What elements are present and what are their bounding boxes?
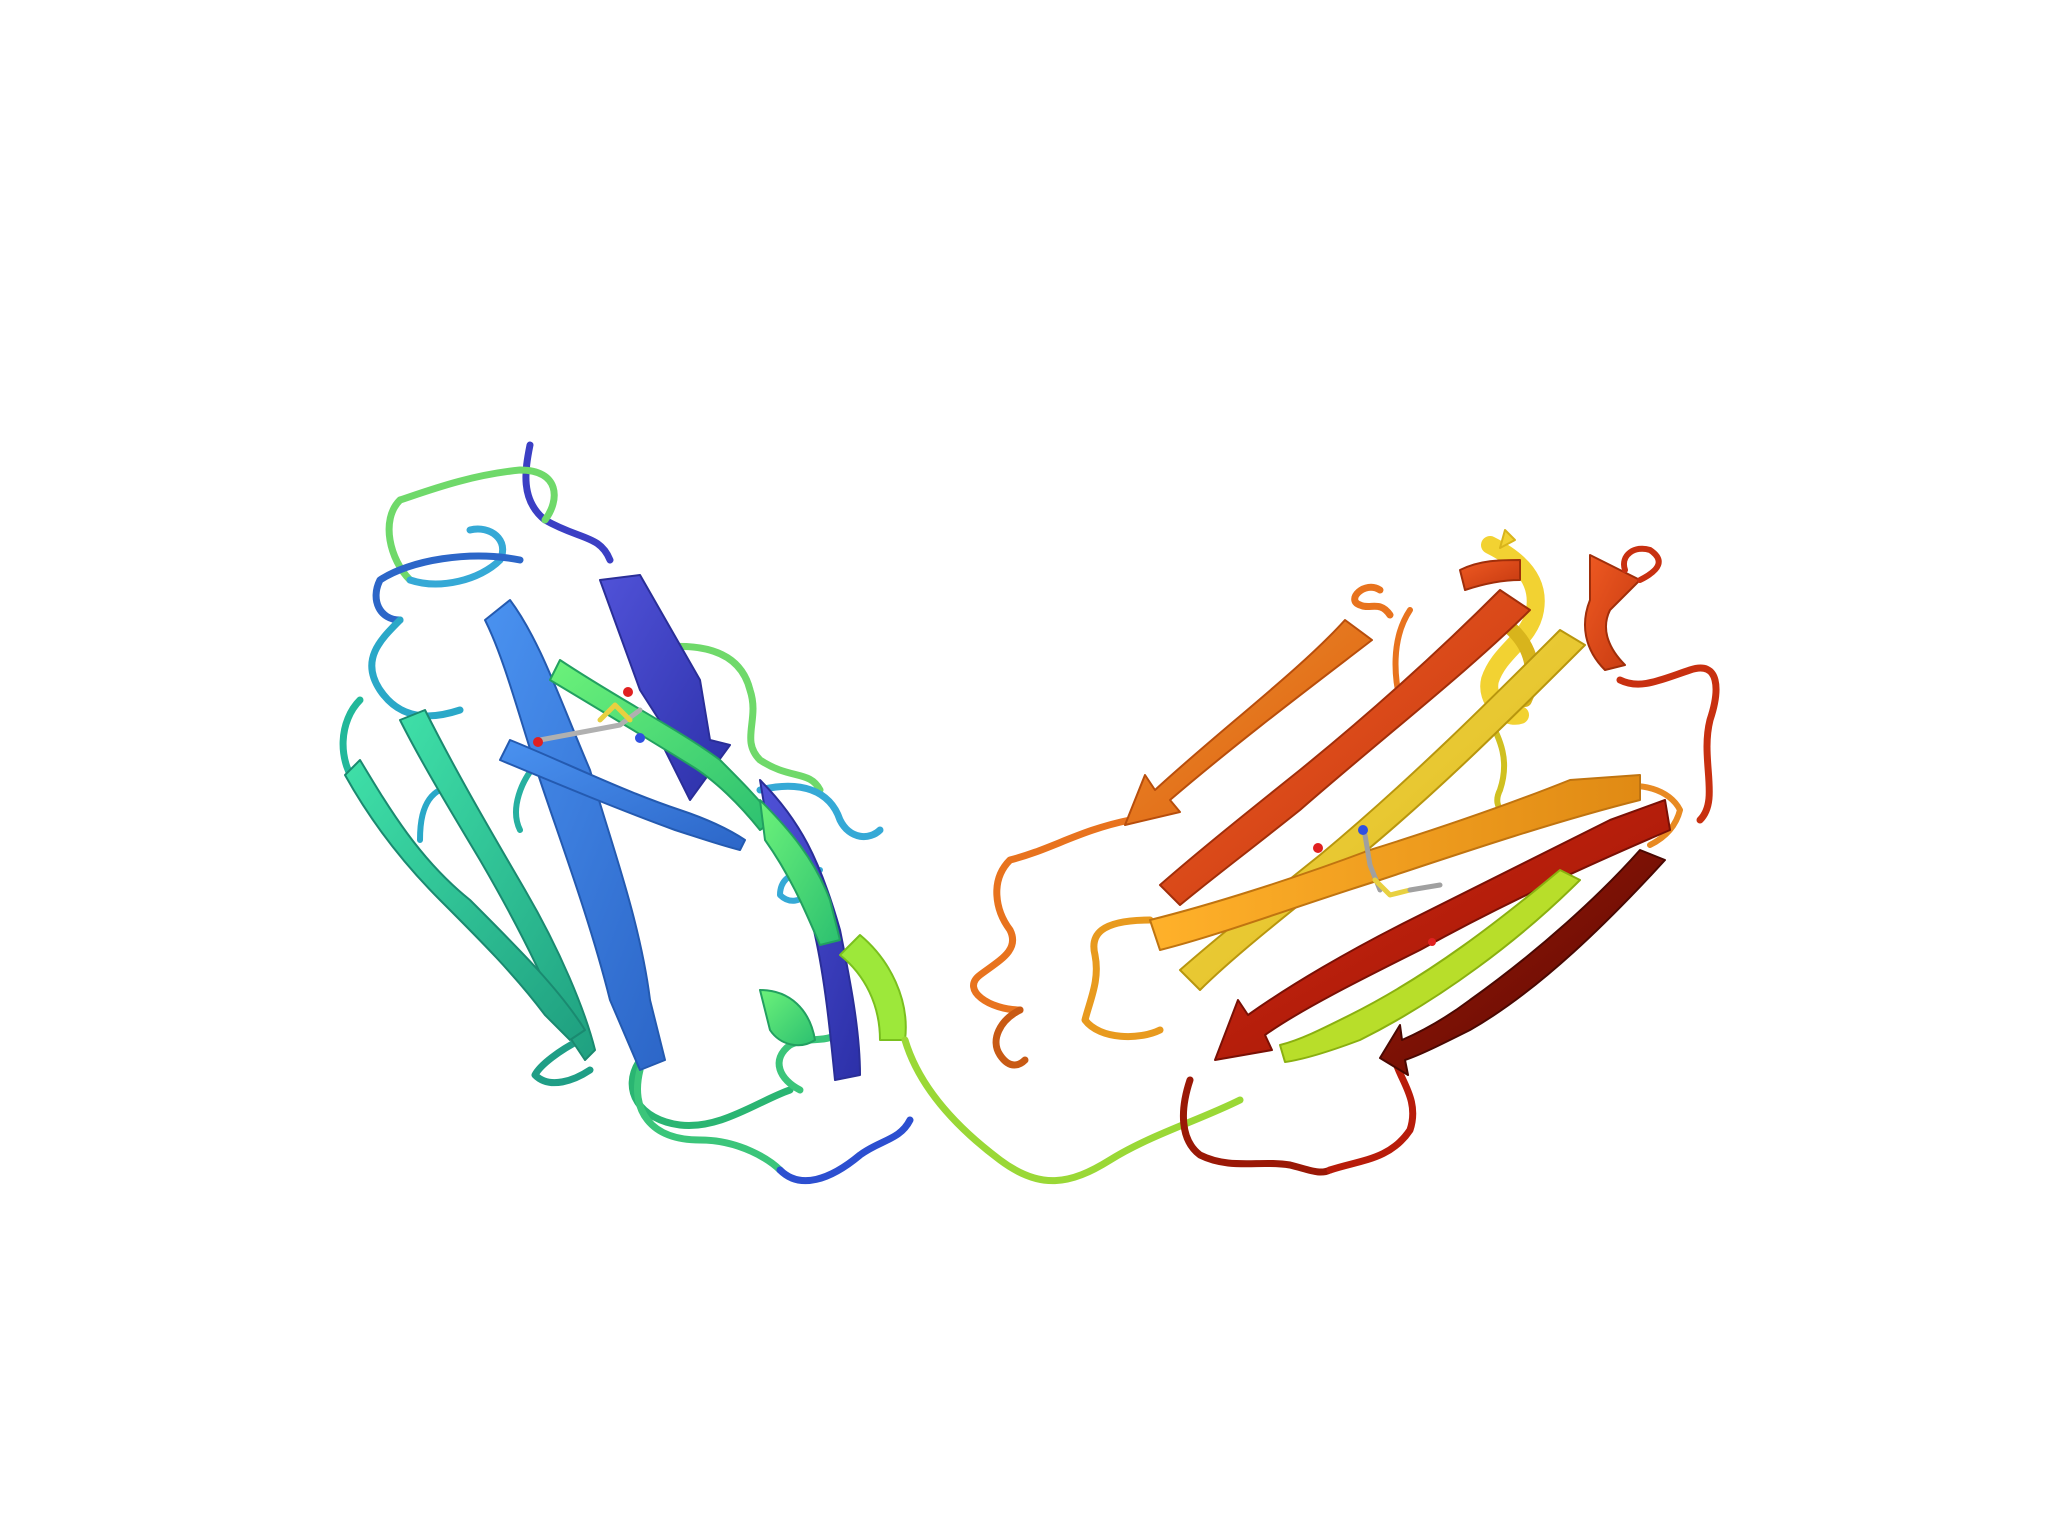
atom-oxygen [1313, 843, 1323, 853]
loop-coil [368, 616, 464, 720]
disulfide-bond [597, 702, 633, 723]
alpha-helix [1499, 529, 1516, 549]
atom-nitrogen [635, 733, 645, 743]
loop-coil [1081, 916, 1164, 1041]
disulfide-bond [1372, 877, 1413, 898]
loop-coil [531, 1036, 594, 1087]
loop-coil [776, 1116, 914, 1185]
loop-coil [372, 552, 524, 624]
loop-coil [385, 466, 558, 584]
loop-coil [1326, 1056, 1417, 1174]
beta-strand [1159, 589, 1531, 906]
n-terminal-domain [339, 441, 914, 1185]
beta-strand [484, 599, 666, 1071]
loop-coil [417, 787, 443, 843]
linker-coil [901, 1036, 1244, 1185]
beta-strand [499, 739, 746, 851]
atom-oxygen [533, 737, 543, 747]
loop-coil [1179, 1076, 1334, 1176]
loop-coil [970, 816, 1134, 1014]
loop-coil [756, 782, 884, 841]
atom-oxygen [623, 687, 633, 697]
side-chain-stick [537, 707, 643, 743]
c-terminal-domain [970, 529, 1720, 1176]
loop-coil [1621, 545, 1662, 583]
domain-linker [901, 1036, 1244, 1185]
loop-coil [1616, 664, 1720, 824]
beta-strand [1459, 559, 1521, 591]
beta-strand [1124, 619, 1373, 826]
loop-coil [522, 441, 614, 564]
loop-coil [636, 642, 824, 794]
beta-strand [344, 759, 586, 1041]
beta-strand [399, 709, 596, 1061]
atom-oxygen [1428, 938, 1436, 946]
beta-strand [1584, 554, 1641, 671]
beta-strand [1279, 869, 1581, 1063]
loop-coil [634, 1066, 784, 1174]
loop-coil [992, 1006, 1029, 1069]
loop-coil [628, 1056, 794, 1130]
beta-strand [1149, 774, 1641, 951]
beta-strand [759, 989, 816, 1047]
beta-strand [1379, 849, 1666, 1076]
atom-nitrogen [1358, 825, 1368, 835]
helix-segment [839, 934, 907, 1041]
beta-strand [759, 799, 841, 946]
loop-coil [1351, 583, 1394, 619]
side-chain-stick [1407, 882, 1443, 893]
